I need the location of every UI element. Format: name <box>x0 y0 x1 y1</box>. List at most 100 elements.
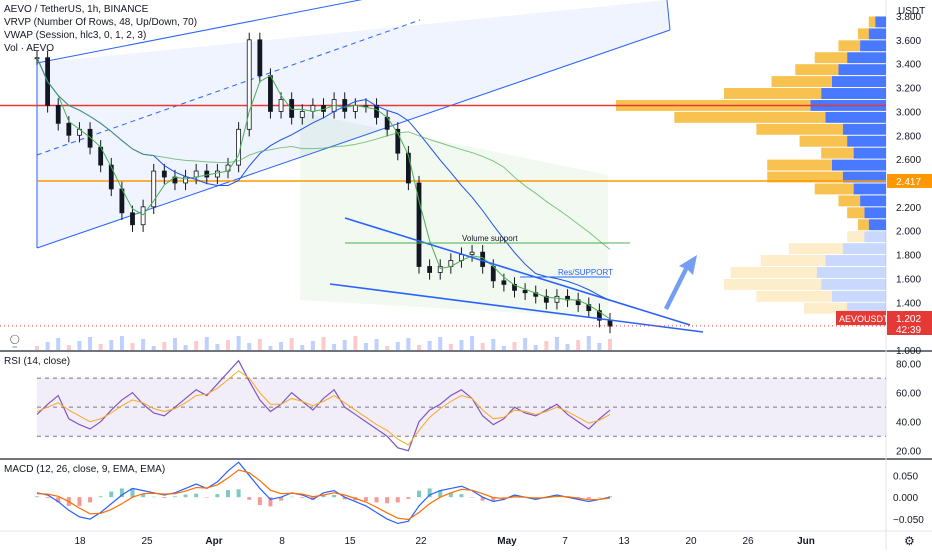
candle-body <box>512 283 517 291</box>
volume-bar <box>321 337 326 350</box>
volume-profile-up-bar <box>821 88 886 99</box>
volume-profile-up-bar <box>825 255 886 266</box>
macd-histogram-bar <box>119 488 124 498</box>
candle-body <box>374 105 379 118</box>
macd-histogram-bar <box>236 489 241 498</box>
macd-histogram-bar <box>342 497 347 500</box>
candle-body <box>257 39 263 77</box>
candle-body <box>607 319 613 327</box>
macd-histogram-bar <box>56 497 61 503</box>
macd-histogram-bar <box>226 490 230 498</box>
macd-histogram-bar <box>268 497 273 507</box>
projection-fill <box>300 112 608 318</box>
macd-signal-line <box>36 469 611 521</box>
volume-profile-down-bar <box>799 135 848 147</box>
volume-bar <box>257 339 262 350</box>
volume-bar <box>172 338 177 350</box>
volume-profile-up-bar <box>868 219 886 231</box>
macd-histogram-bar <box>448 492 453 498</box>
rsi-ma-line <box>36 370 611 446</box>
volume-profile-down-bar <box>803 302 848 314</box>
time-tick-label: 26 <box>742 536 754 547</box>
macd-histogram-bar <box>141 494 146 498</box>
volume-profile-up-bar <box>842 123 886 135</box>
macd-histogram-bar <box>417 490 421 498</box>
chart-title[interactable]: AEVO / TetherUS, 1h, BINANCE <box>4 4 149 15</box>
price-tick-label: 1.400 <box>896 298 921 309</box>
candle-body <box>55 105 61 124</box>
volume-bar <box>448 344 453 350</box>
macd-histogram-bar <box>310 497 315 500</box>
volume-bar <box>35 346 39 350</box>
volume-indicator-label[interactable]: Vol · AEVO <box>4 43 55 54</box>
candle-body <box>596 310 602 321</box>
rsi-title[interactable]: RSI (14, close) <box>4 356 71 367</box>
channel-mid-line <box>36 19 421 156</box>
volume-profile-down-bar <box>724 88 822 99</box>
volume-profile-down-bar <box>795 64 839 76</box>
macd-histogram-bar <box>257 497 262 506</box>
tradingview-logo-icon: ⍜ <box>10 332 20 349</box>
price-tick-label: 2.800 <box>896 131 921 142</box>
time-tick-label: 18 <box>74 536 86 547</box>
candle-body <box>437 266 443 273</box>
volume-bar <box>109 340 114 350</box>
candle-body <box>395 128 401 154</box>
volume-profile-up-bar <box>864 207 886 219</box>
macd-histogram-bar <box>586 497 591 499</box>
candle-body <box>87 128 93 148</box>
volume-profile-down-bar <box>771 76 832 88</box>
volume-bar <box>395 342 400 350</box>
vwap-indicator-label[interactable]: VWAP (Session, hlc3, 0, 1, 2, 3) <box>4 30 147 41</box>
last-price-label: 1.202 <box>896 314 921 325</box>
macd-histogram-bar <box>172 496 177 498</box>
volume-bar <box>363 343 368 350</box>
channel-top-line <box>36 0 363 64</box>
fast-ma-line <box>36 57 611 320</box>
price-tick-label: 1.800 <box>896 251 921 262</box>
settings-gear-icon: ⚙ <box>904 534 915 548</box>
macd-histogram-bar <box>470 497 475 498</box>
volume-profile-down-bar <box>868 16 876 28</box>
vrvp-indicator-label[interactable]: VRVP (Number Of Rows, 48, Up/Down, 70) <box>4 17 198 28</box>
candle-body <box>214 170 220 178</box>
macd-histogram-bar <box>289 496 294 498</box>
macd-histogram-bar <box>151 496 156 498</box>
candle-body <box>108 164 114 190</box>
volume-profile-up-bar <box>875 16 886 28</box>
volume-profile-down-bar <box>847 231 865 243</box>
volume-profile-up-bar <box>860 195 886 207</box>
res-support-label: Res/SUPPORT <box>558 268 613 277</box>
macd-tick-label: 0.000 <box>893 493 918 504</box>
volume-bar <box>56 338 61 350</box>
symbol-tag-label: AEVOUSDT <box>839 314 889 324</box>
macd-histogram-bar <box>98 496 103 498</box>
volume-profile-down-bar <box>857 219 869 231</box>
volume-bar <box>544 341 549 350</box>
channel-right-edge <box>666 0 671 31</box>
volume-bar <box>98 344 103 350</box>
volume-profile-down-bar <box>814 183 854 195</box>
macd-histogram-bar <box>608 496 612 498</box>
rsi-line <box>36 359 611 452</box>
candle-body <box>469 251 475 255</box>
volume-profile-up-bar <box>847 302 886 314</box>
symbol-tag-bg <box>836 311 886 325</box>
macd-histogram-bar <box>332 495 337 498</box>
candle-body <box>490 266 496 282</box>
volume-profile-down-bar <box>760 255 826 266</box>
macd-histogram-bar <box>406 497 411 499</box>
volume-bar <box>608 339 612 350</box>
macd-histogram-bar <box>45 497 50 499</box>
candle-body <box>246 39 252 130</box>
candle-body <box>268 75 273 112</box>
volume-bar <box>300 345 305 350</box>
volume-bar <box>151 346 156 350</box>
macd-title[interactable]: MACD (12, 26, close, 9, EMA, EMA) <box>4 464 166 475</box>
macd-histogram-bar <box>597 497 602 498</box>
candle-body <box>130 212 135 226</box>
volume-profile-up-bar <box>832 76 886 88</box>
volume-profile-down-bar <box>838 195 861 207</box>
